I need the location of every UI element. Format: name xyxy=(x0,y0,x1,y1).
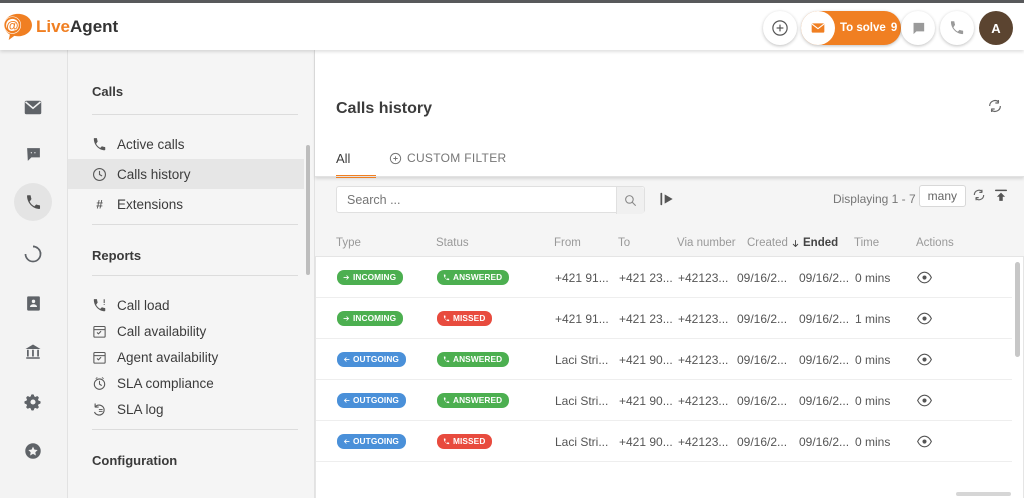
svg-text:#: # xyxy=(96,197,103,211)
svg-text:@: @ xyxy=(6,19,18,33)
